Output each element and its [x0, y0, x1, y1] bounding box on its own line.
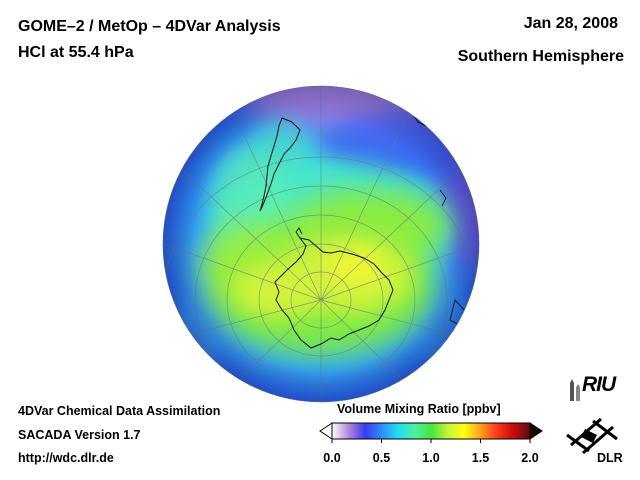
colorbar-tick-label: 0.5 [372, 451, 391, 465]
dlr-logo-text: DLR [597, 451, 623, 465]
colorbar-tick-label: 1.5 [471, 451, 490, 465]
colorbar-high-arrow [529, 422, 543, 440]
riu-logo-text: RIU [582, 373, 616, 396]
colorbar-title: Volume Mixing Ratio [ppbv] [337, 402, 501, 416]
map-title: GOME–2 / MetOp – 4DVar Analysis [18, 18, 281, 35]
colorbar-ramp [331, 422, 531, 440]
footer-line-version: SACADA Version 1.7 [18, 428, 141, 442]
map-subtitle: HCl at 55.4 hPa [18, 44, 134, 61]
colorbar [319, 422, 543, 443]
footer-line-assimilation: 4DVar Chemical Data Assimilation [18, 404, 221, 418]
riu-logo-icon [570, 379, 580, 401]
colorbar-tick-label: 2.0 [521, 451, 539, 465]
colorbar-tick-label: 0.0 [323, 451, 341, 465]
map-region: Southern Hemisphere [457, 48, 624, 65]
map-date: Jan 28, 2008 [523, 15, 618, 32]
dlr-logo-icon [566, 417, 618, 455]
colorbar-low-arrow [319, 422, 333, 440]
footer-link-url[interactable]: http://wdc.dlr.de [18, 451, 114, 465]
colorbar-tick-label: 1.0 [422, 451, 440, 465]
